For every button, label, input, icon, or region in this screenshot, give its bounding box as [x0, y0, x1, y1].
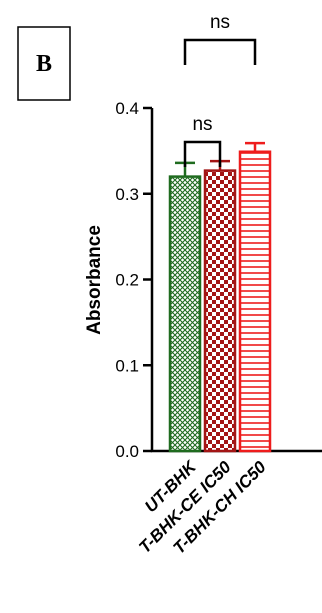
- significance-label: ns: [192, 114, 212, 135]
- significance-bracket: [183, 38, 257, 65]
- y-tick-label: 0.4: [115, 99, 139, 118]
- y-tick-label: 0.1: [115, 356, 139, 375]
- panel-label-box: B: [17, 26, 71, 101]
- y-tick-label: 0.2: [115, 271, 139, 290]
- significance-label: ns: [210, 12, 230, 33]
- y-tick-label: 0.0: [115, 442, 139, 461]
- significance-bracket: [183, 140, 222, 167]
- panel-label: B: [36, 51, 52, 77]
- y-axis-label: Absorbance: [84, 225, 105, 335]
- bar-2: [203, 169, 237, 453]
- bar-1: [168, 175, 202, 453]
- y-tick-label: 0.3: [115, 185, 139, 204]
- bar-3: [238, 150, 272, 453]
